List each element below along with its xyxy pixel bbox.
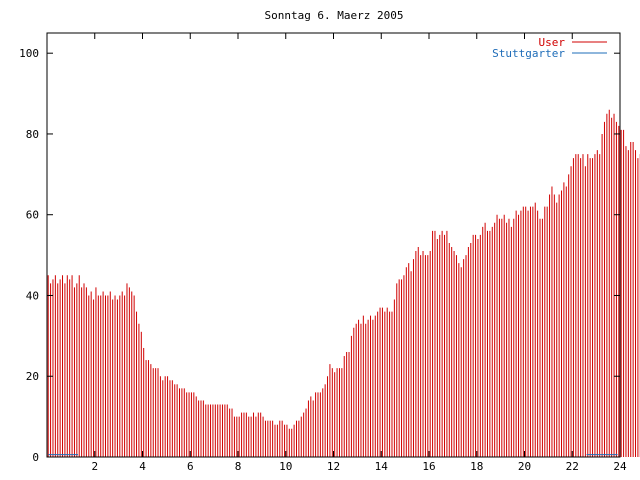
x-tick-label: 18 (470, 460, 483, 473)
chart-title: Sonntag 6. Maerz 2005 (264, 9, 403, 22)
x-tick-label: 16 (422, 460, 435, 473)
legend-stuttgarter-label: Stuttgarter (492, 47, 565, 60)
x-tick-label: 4 (139, 460, 146, 473)
y-tick-label: 80 (26, 128, 39, 141)
plot-frame (46, 32, 621, 458)
y-tick-label: 0 (32, 451, 39, 464)
legend: User Stuttgarter (492, 36, 607, 60)
y-axis: 0 20 40 60 80 100 (19, 47, 620, 464)
y-tick-label: 60 (26, 209, 39, 222)
x-tick-label: 24 (613, 460, 627, 473)
y-tick-label: 20 (26, 370, 39, 383)
x-tick-label: 14 (375, 460, 389, 473)
legend-user-label: User (539, 36, 566, 49)
x-tick-label: 22 (566, 460, 579, 473)
y-tick-label: 100 (19, 47, 39, 60)
x-tick-label: 20 (518, 460, 531, 473)
x-tick-label: 8 (235, 460, 242, 473)
y-tick-label: 40 (26, 289, 39, 302)
user-series-bars (47, 109, 640, 457)
x-tick-label: 2 (91, 460, 98, 473)
x-tick-label: 10 (279, 460, 292, 473)
x-tick-label: 12 (327, 460, 340, 473)
x-tick-label: 6 (187, 460, 194, 473)
x-axis: 2 4 6 8 10 12 14 16 18 20 22 24 (91, 33, 627, 473)
